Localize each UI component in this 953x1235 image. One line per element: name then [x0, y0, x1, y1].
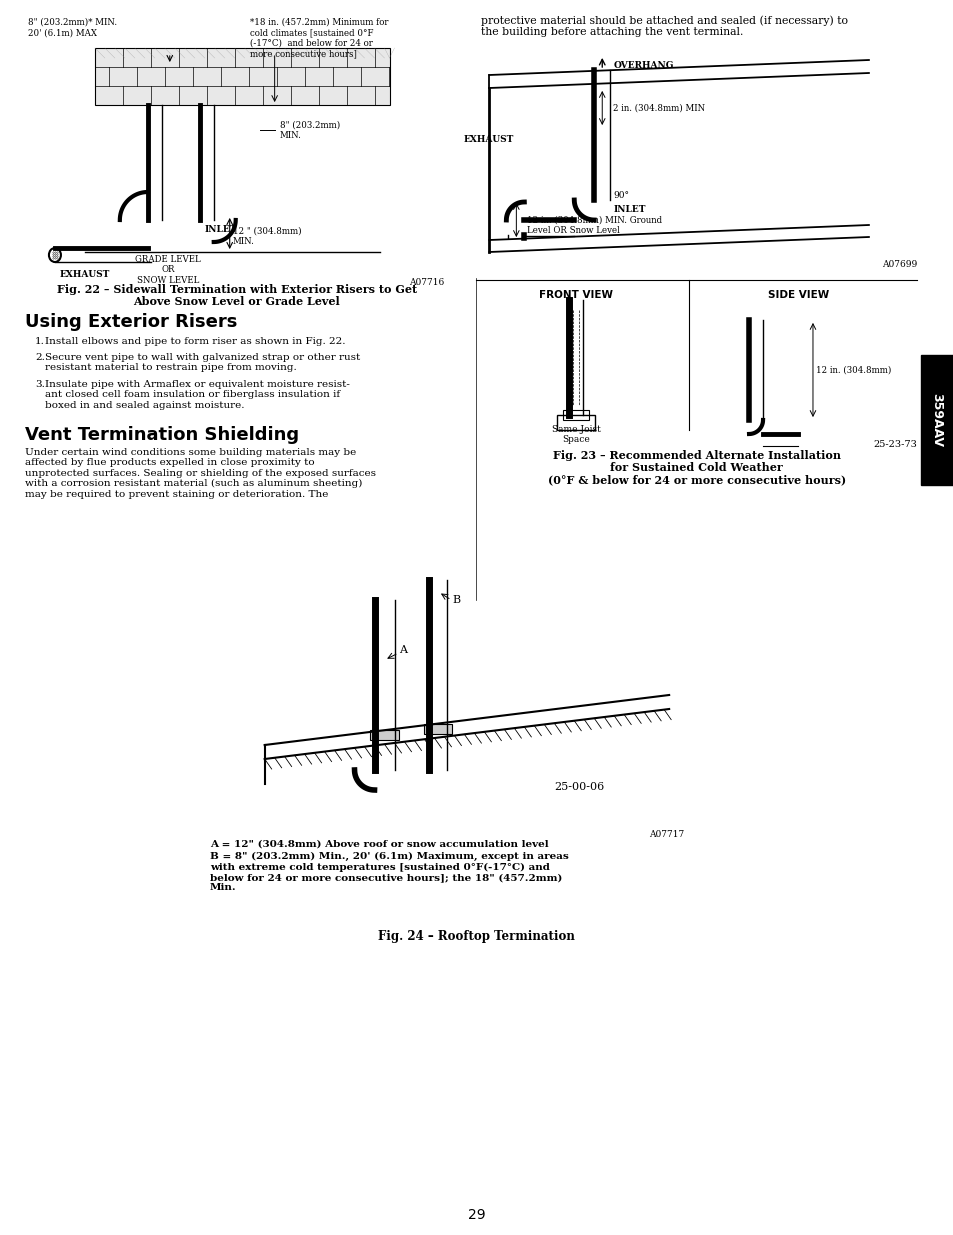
Bar [557, 415, 595, 430]
Text: A07717: A07717 [648, 830, 683, 839]
Text: Fig. 23 – Recommended Alternate Installation: Fig. 23 – Recommended Alternate Installa… [552, 450, 840, 461]
Text: Above Snow Level or Grade Level: Above Snow Level or Grade Level [133, 296, 339, 308]
Text: 8" (203.2mm)
MIN.: 8" (203.2mm) MIN. [279, 120, 339, 140]
Text: Secure vent pipe to wall with galvanized strap or other rust
resistant material : Secure vent pipe to wall with galvanized… [45, 353, 360, 373]
Bar [920, 354, 952, 485]
Text: Vent Termination Shielding: Vent Termination Shielding [25, 426, 299, 445]
Text: (0°F & below for 24 or more consecutive hours): (0°F & below for 24 or more consecutive … [547, 474, 844, 485]
Text: Using Exterior Risers: Using Exterior Risers [25, 312, 237, 331]
Text: EXHAUST: EXHAUST [60, 270, 111, 279]
Bar [94, 48, 389, 105]
Text: Under certain wind conditions some building materials may be
affected by flue pr: Under certain wind conditions some build… [25, 448, 375, 499]
Text: GRADE LEVEL
OR
SNOW LEVEL: GRADE LEVEL OR SNOW LEVEL [134, 254, 200, 285]
Text: for Sustained Cold Weather: for Sustained Cold Weather [610, 462, 782, 473]
Bar [369, 730, 399, 740]
Text: A: A [399, 645, 407, 655]
Text: 12 in. (304.8mm) MIN. Ground
Level OR Snow Level: 12 in. (304.8mm) MIN. Ground Level OR Sn… [527, 215, 661, 235]
Text: 8" (203.2mm)* MIN.
20' (6.1m) MAX: 8" (203.2mm)* MIN. 20' (6.1m) MAX [28, 19, 117, 37]
Text: 29: 29 [467, 1208, 485, 1221]
Text: INLET: INLET [205, 225, 237, 233]
Text: 3.: 3. [35, 380, 45, 389]
Text: 90°: 90° [613, 190, 629, 200]
Text: 25-23-73: 25-23-73 [872, 440, 916, 450]
Text: Install elbows and pipe to form riser as shown in Fig. 22.: Install elbows and pipe to form riser as… [45, 337, 345, 346]
Text: Fig. 24 – Rooftop Termination: Fig. 24 – Rooftop Termination [377, 930, 575, 944]
Text: 2 in. (304.8mm) MIN: 2 in. (304.8mm) MIN [613, 104, 704, 112]
Text: A07699: A07699 [881, 261, 916, 269]
Text: Fig. 22 – Sidewall Termination with Exterior Risers to Get: Fig. 22 – Sidewall Termination with Exte… [56, 284, 416, 295]
Text: protective material should be attached and sealed (if necessary) to
the building: protective material should be attached a… [481, 15, 847, 37]
Text: 2.: 2. [35, 353, 45, 362]
Text: Insulate pipe with Armaflex or equivalent moisture resist-
ant closed cell foam : Insulate pipe with Armaflex or equivalen… [45, 380, 350, 410]
Text: B = 8" (203.2mm) Min., 20' (6.1m) Maximum, except in areas
with extreme cold tem: B = 8" (203.2mm) Min., 20' (6.1m) Maximu… [210, 852, 568, 893]
Text: 12 " (304.8mm)
MIN.: 12 " (304.8mm) MIN. [233, 226, 301, 246]
Text: Same Joist
Space: Same Joist Space [551, 425, 600, 445]
Text: *18 in. (457.2mm) Minimum for
cold climates [sustained 0°F
(-17°C)  and below fo: *18 in. (457.2mm) Minimum for cold clima… [250, 19, 388, 58]
Text: OVERHANG: OVERHANG [613, 61, 673, 69]
Text: SIDE VIEW: SIDE VIEW [767, 290, 829, 300]
Text: INLET: INLET [613, 205, 645, 215]
Text: 1.: 1. [35, 337, 45, 346]
Text: A = 12" (304.8mm) Above roof or snow accumulation level: A = 12" (304.8mm) Above roof or snow acc… [210, 840, 548, 848]
Bar [424, 724, 452, 734]
Bar [562, 410, 589, 420]
Text: 25-00-06: 25-00-06 [554, 782, 604, 792]
Text: FRONT VIEW: FRONT VIEW [538, 290, 613, 300]
Text: A07716: A07716 [409, 278, 444, 287]
Text: B: B [452, 595, 460, 605]
Text: 359AAV: 359AAV [929, 393, 943, 447]
Text: EXHAUST: EXHAUST [463, 136, 514, 144]
Text: 12 in. (304.8mm): 12 in. (304.8mm) [815, 366, 890, 374]
